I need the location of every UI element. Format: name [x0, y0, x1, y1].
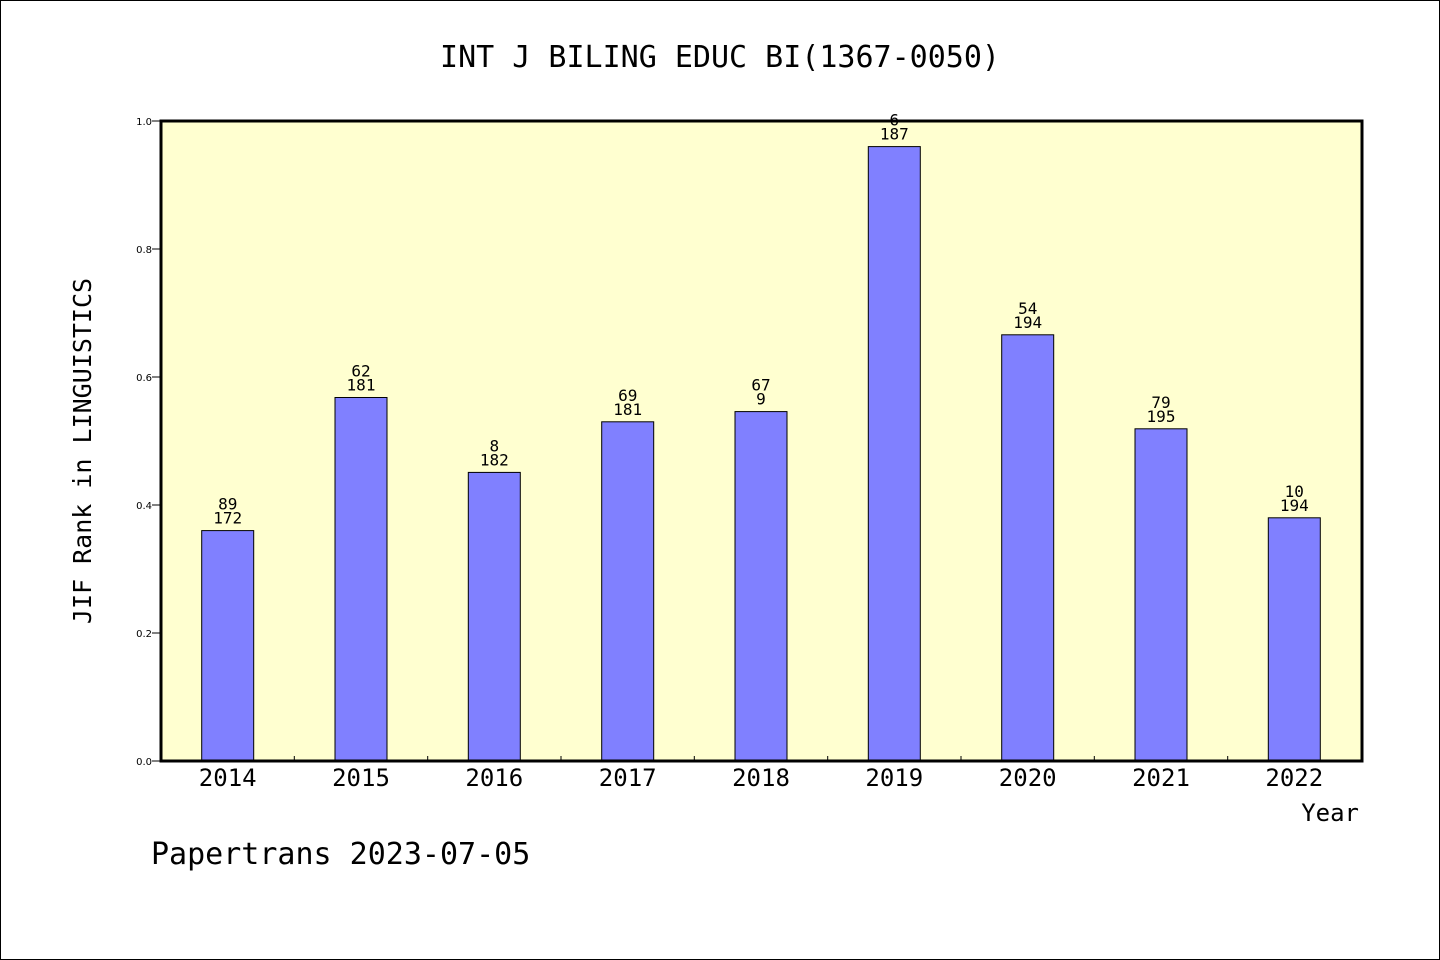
chart-title: INT J BILING EDUC BI(1367-0050)	[440, 40, 1000, 75]
bar-2014	[201, 530, 255, 762]
bar-2015	[334, 397, 388, 762]
total-label-2014: 172	[213, 509, 242, 528]
bar-2019	[867, 146, 921, 762]
rank-label-2014: 89	[218, 495, 237, 514]
bar-2021	[1134, 428, 1188, 762]
total-label-2021: 195	[1147, 407, 1176, 426]
x-tick-label-2022: 2022	[1265, 764, 1323, 792]
total-label-2020: 194	[1013, 313, 1042, 332]
rank-label-2021: 79	[1151, 393, 1170, 412]
rank-label-2020: 54	[1018, 299, 1037, 318]
bar-2018	[734, 411, 788, 762]
bar-2022	[1267, 517, 1321, 762]
rank-label-2022: 10	[1285, 482, 1304, 501]
total-label-2015: 181	[347, 376, 376, 395]
bar-2020	[1001, 334, 1055, 762]
x-tick-label-2021: 2021	[1132, 764, 1190, 792]
x-tick-label-2014: 2014	[199, 764, 257, 792]
y-tick-label: 1.0	[136, 117, 152, 128]
total-label-2016: 182	[480, 450, 509, 469]
y-tick-label: 0.0	[136, 757, 152, 768]
y-tick-label: 0.6	[136, 373, 152, 384]
x-axis-label: Year	[1301, 799, 1359, 827]
bar-2017	[601, 421, 655, 762]
y-tick-label: 0.4	[136, 501, 152, 512]
y-tick-label: 0.2	[136, 629, 152, 640]
x-tick-label-2016: 2016	[465, 764, 523, 792]
y-axis-ticks: 0.0 0.2 0.4 0.6 0.8 1.0	[136, 117, 161, 768]
total-label-2018: 9	[756, 390, 766, 409]
x-tick-label-2020: 2020	[999, 764, 1057, 792]
y-axis-label: JIF Rank in LINGUISTICS	[68, 278, 97, 624]
bar-2016	[467, 471, 521, 762]
rank-label-2017: 69	[618, 386, 637, 405]
rank-label-2016: 8	[489, 436, 499, 455]
rank-label-2015: 62	[351, 362, 370, 381]
x-tick-label-2019: 2019	[865, 764, 923, 792]
total-label-2022: 194	[1280, 496, 1309, 515]
x-axis-ticks: 2014 2015 2016 2017 2018 2019 2020 2021 2022	[199, 756, 1323, 792]
x-tick-label-2017: 2017	[599, 764, 657, 792]
plot-frame	[159, 119, 1364, 763]
bars-group	[201, 146, 1321, 762]
x-tick-label-2018: 2018	[732, 764, 790, 792]
rank-label-2018: 67	[751, 376, 770, 395]
total-label-2017: 181	[613, 400, 642, 419]
x-tick-label-2015: 2015	[332, 764, 390, 792]
y-tick-label: 0.8	[136, 245, 152, 256]
footer-credit: Papertrans 2023-07-05	[151, 837, 530, 872]
total-label-2019: 187	[880, 125, 909, 144]
